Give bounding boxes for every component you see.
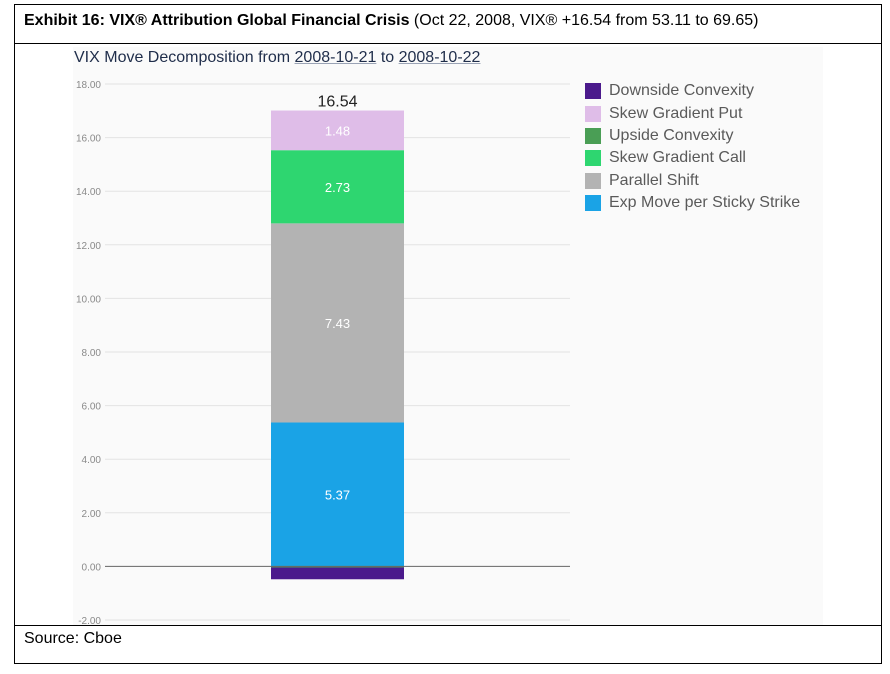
legend-label: Upside Convexity <box>609 126 734 144</box>
y-tick-label: 18.00 <box>76 80 101 91</box>
bar-segment <box>271 150 404 224</box>
chart-legend: Downside Convexity Skew Gradient Put Upsid… <box>585 80 800 214</box>
y-tick-label: 8.00 <box>82 348 102 359</box>
legend-swatch <box>585 150 601 167</box>
legend-swatch <box>585 127 601 144</box>
legend-swatch <box>585 105 601 122</box>
bar-total-label: 16.54 <box>317 94 357 111</box>
legend-item: Downside Convexity <box>585 80 800 102</box>
exhibit-title-bold: Exhibit 16: VIX® Attribution Global Fina… <box>24 12 410 29</box>
bar-segment <box>271 422 404 567</box>
chart-title: VIX Move Decomposition from 2008-10-21 t… <box>74 49 480 67</box>
legend-label: Skew Gradient Put <box>609 104 743 122</box>
y-tick-label: 0.00 <box>82 562 102 573</box>
bar-segment <box>271 110 404 151</box>
exhibit-title-rest: (Oct 22, 2008, VIX® +16.54 from 53.11 to… <box>409 12 759 29</box>
bar-segment <box>271 223 404 423</box>
y-tick-label: 4.00 <box>82 455 102 466</box>
y-tick-label: 16.00 <box>76 134 101 145</box>
y-tick-label: 6.00 <box>82 402 102 413</box>
y-tick-label: -2.00 <box>78 616 101 627</box>
legend-item: Parallel Shift <box>585 170 800 192</box>
chart-title-date-end: 2008-10-22 <box>398 49 481 66</box>
y-tick-label: 10.00 <box>76 294 101 305</box>
legend-item: Skew Gradient Call <box>585 147 800 169</box>
exhibit-title: Exhibit 16: VIX® Attribution Global Fina… <box>24 12 759 30</box>
chart-background <box>73 47 823 625</box>
legend-label: Downside Convexity <box>609 82 754 100</box>
legend-item: Upside Convexity <box>585 125 800 147</box>
exhibit-footer: Source: Cboe <box>14 625 882 664</box>
chart-title-date-start: 2008-10-21 <box>294 49 377 66</box>
y-tick-label: 2.00 <box>82 509 102 520</box>
bar-segment-label: 7.43 <box>325 316 350 331</box>
source-note: Source: Cboe <box>24 630 122 647</box>
bar-segment-label: 5.37 <box>325 487 350 502</box>
legend-label: Exp Move per Sticky Strike <box>609 194 801 212</box>
bar-segment-label: 2.73 <box>325 180 350 195</box>
bar-segment <box>271 567 404 580</box>
exhibit-frame <box>14 4 882 664</box>
legend-label: Parallel Shift <box>609 171 699 189</box>
bar-segment <box>271 566 404 568</box>
legend-swatch <box>585 83 601 100</box>
y-tick-label: 12.00 <box>76 241 101 252</box>
legend-swatch <box>585 172 601 189</box>
legend-swatch <box>585 195 601 212</box>
exhibit-header: Exhibit 16: VIX® Attribution Global Fina… <box>14 4 882 44</box>
legend-item: Exp Move per Sticky Strike <box>585 192 800 214</box>
bar-segment-label: 1.48 <box>325 123 350 138</box>
chart-title-prefix: VIX Move Decomposition from <box>74 49 295 66</box>
legend-label: Skew Gradient Call <box>609 149 746 167</box>
chart-title-mid: to <box>376 49 399 66</box>
legend-item: Skew Gradient Put <box>585 102 800 124</box>
y-tick-label: 14.00 <box>76 187 101 198</box>
